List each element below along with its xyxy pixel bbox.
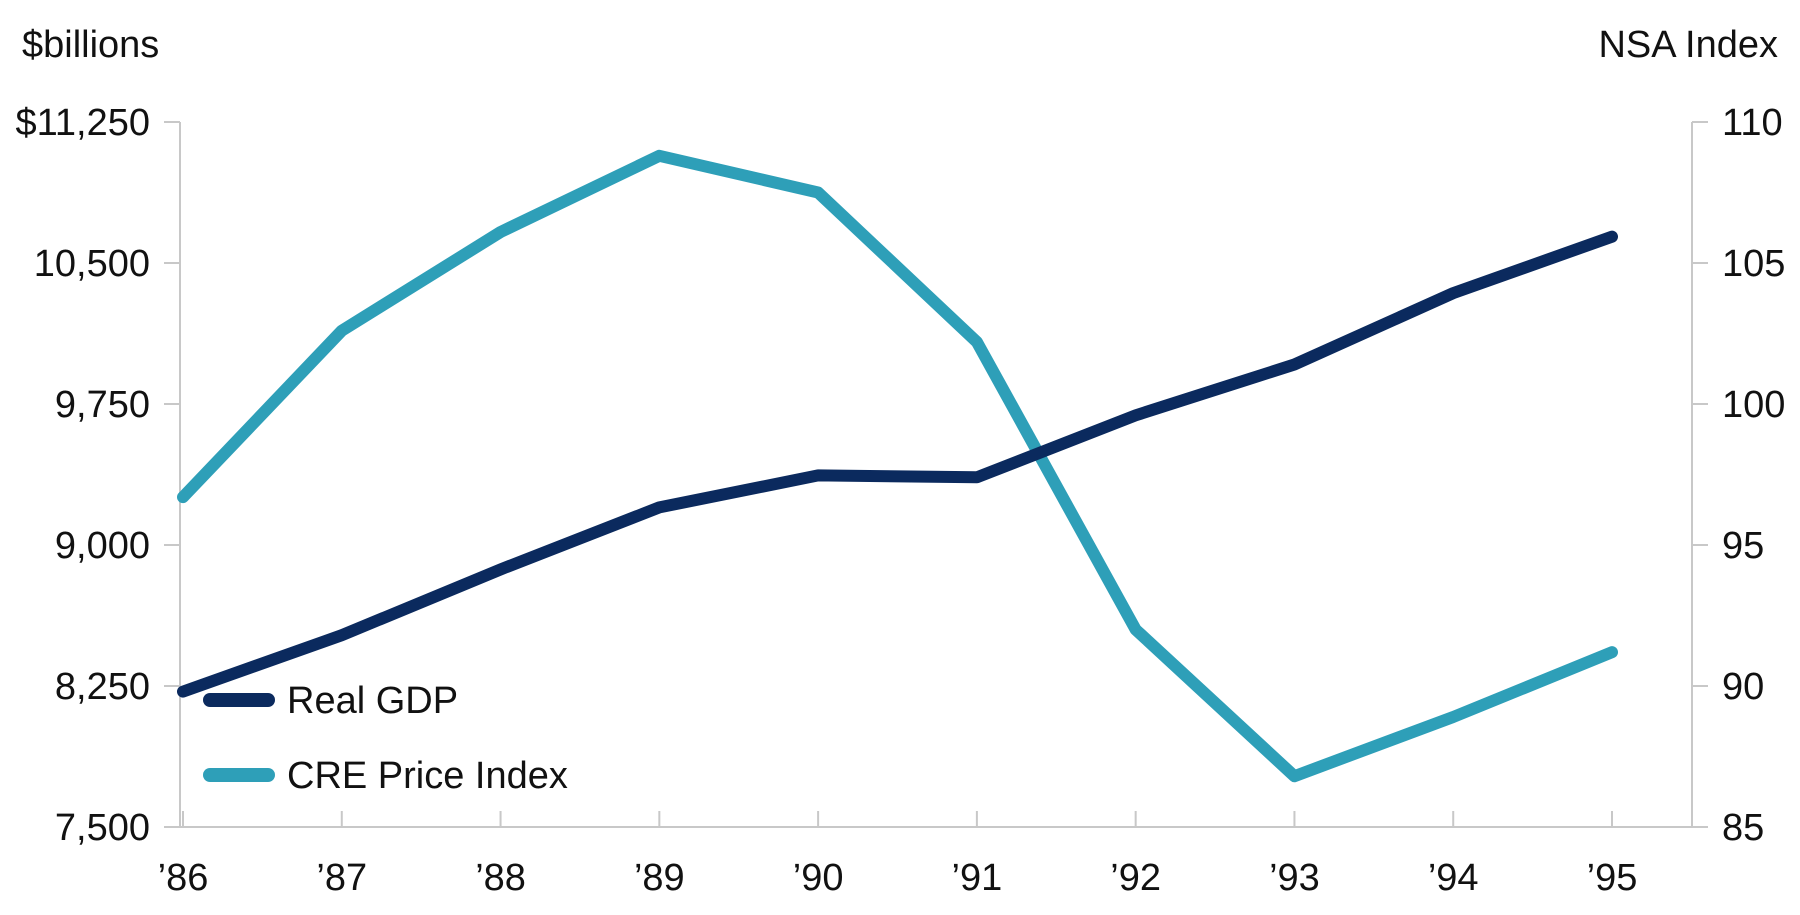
x-axis-tick-label: ’95 xyxy=(1587,857,1638,899)
right-axis-tick-label: 105 xyxy=(1722,243,1785,285)
right-axis: 85 90 95 100 105 110 xyxy=(1691,102,1785,849)
left-axis-tick-label: 7,500 xyxy=(55,807,150,849)
series-line-cre-price-index xyxy=(177,149,1618,783)
left-axis-title: $billions xyxy=(22,24,159,66)
x-axis-tick-label: ’93 xyxy=(1269,857,1320,899)
left-axis-tick-label: 10,500 xyxy=(34,243,150,285)
x-axis-tick-label: ’89 xyxy=(634,857,685,899)
left-axis-tick-label: 9,000 xyxy=(55,525,150,567)
right-axis-tick-label: 100 xyxy=(1722,384,1785,426)
right-axis-tick-label: 90 xyxy=(1722,666,1764,708)
left-axis-tick-label: 8,250 xyxy=(55,666,150,708)
left-axis-tick-label: 9,750 xyxy=(55,384,150,426)
right-axis-tick-label: 95 xyxy=(1722,525,1764,567)
legend-label-real-gdp: Real GDP xyxy=(287,680,458,722)
right-axis-tick-label: 110 xyxy=(1722,102,1783,144)
legend-label-cre-price-index: CRE Price Index xyxy=(287,755,568,797)
legend: Real GDP CRE Price Index xyxy=(203,680,568,797)
legend-item-real-gdp: Real GDP xyxy=(203,680,458,722)
x-axis-tick-label: ’90 xyxy=(793,857,844,899)
x-axis-tick-label: ’87 xyxy=(316,857,367,899)
left-axis: 7,500 8,250 9,000 9,750 10,500 $11,250 xyxy=(15,102,181,849)
x-axis-tick-label: ’88 xyxy=(475,857,526,899)
legend-item-cre-price-index: CRE Price Index xyxy=(203,755,568,797)
series-layer xyxy=(177,149,1618,783)
left-axis-tick-label: $11,250 xyxy=(15,102,150,144)
x-axis-tick-label: ’86 xyxy=(158,857,209,899)
x-axis-tick-label: ’91 xyxy=(952,857,1003,899)
x-axis: ’86 ’87 ’88 ’89 ’90 ’91 ’92 ’93 ’94 ’95 xyxy=(158,811,1692,899)
x-axis-tick-label: ’92 xyxy=(1110,857,1161,899)
right-axis-tick-label: 85 xyxy=(1722,807,1764,849)
series-line-real-gdp xyxy=(177,230,1618,698)
right-axis-title: NSA Index xyxy=(1598,24,1778,66)
x-axis-tick-label: ’94 xyxy=(1428,857,1479,899)
